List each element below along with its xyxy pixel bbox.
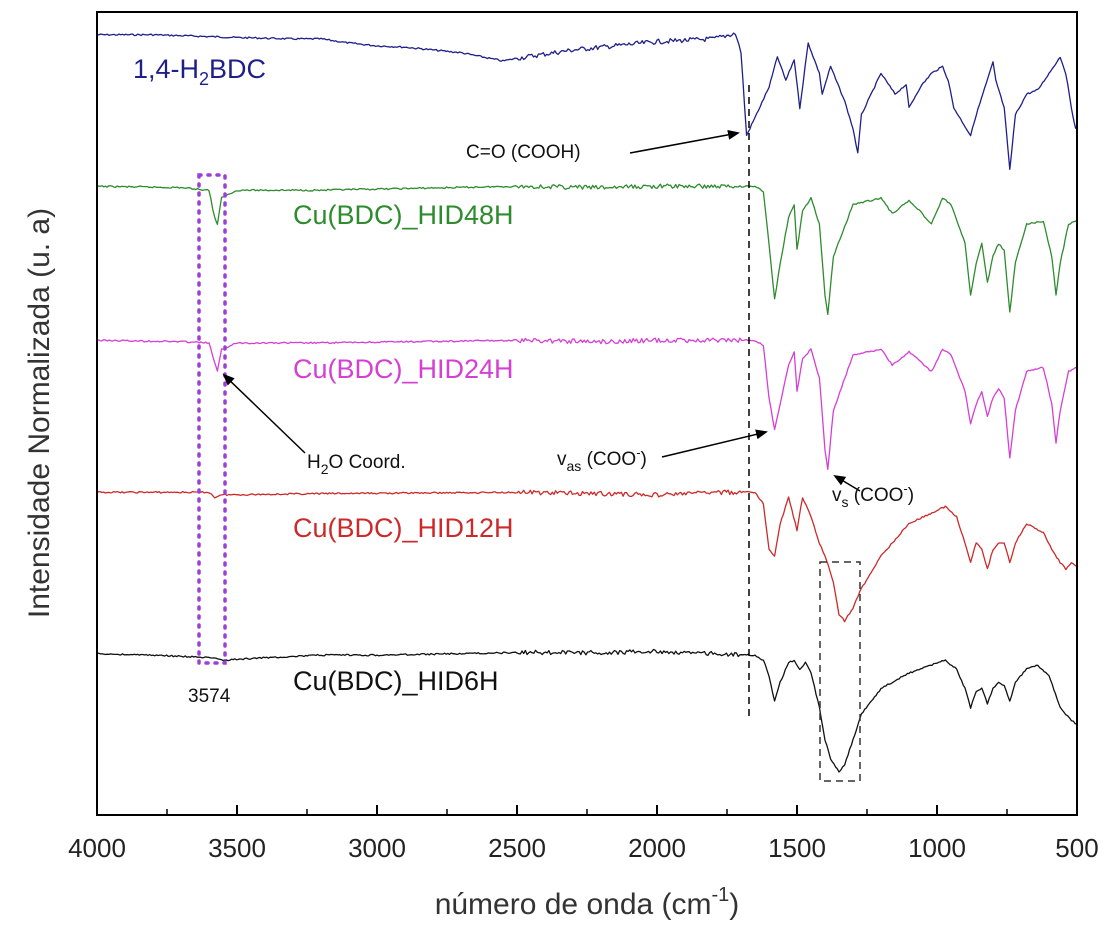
annotation-3574: 3574 [188,686,231,707]
spectrum-line-2 [96,337,1078,470]
series-label-hid12h: Cu(BDC)_HID12H [293,513,514,543]
x-axis-title: número de onda (cm-1) [435,884,740,921]
x-tick-label: 4000 [68,833,126,863]
annotation-h2o-coord: H2O Coord. [307,452,406,477]
x-tick-label: 3500 [208,833,266,863]
spectrum-line-3 [96,489,1078,623]
x-tick-label: 2500 [488,833,546,863]
series-label-hid6h: Cu(BDC)_HID6H [293,666,499,696]
spectrum-line-4 [96,648,1078,773]
x-axis-ticks: 4000 3500 3000 2500 2000 1500 1000 500 [68,805,1099,863]
co-arrow [629,129,740,154]
water-dotted-box [197,173,227,665]
x-tick-label: 500 [1055,833,1098,863]
vas-arrow [661,429,768,458]
series-label-hid48h: Cu(BDC)_HID48H [293,200,514,230]
annotation-vas-coo: vas (COO-) [557,445,647,474]
water-arrow [222,373,306,454]
x-tick-label: 1000 [908,833,966,863]
series-label-h2bdc: 1,4-H2BDC [133,54,266,89]
x-tick-label: 1500 [768,833,826,863]
x-tick-label: 2000 [628,833,686,863]
spectrum-line-1 [96,183,1078,316]
spectra-group [96,32,1078,773]
coo-dashed-box [819,561,861,782]
x-tick-label: 3000 [348,833,406,863]
plot-frame [96,11,1078,816]
series-label-hid24h: Cu(BDC)_HID24H [293,354,514,384]
annotation-vs-coo: vs (COO-) [832,481,914,510]
annotation-co-cooh: C=O (COOH) [466,142,581,163]
y-axis-title: Intensidade Normalizada (u. a) [23,208,56,618]
vs-arrow [833,474,861,492]
spectrum-line-0 [96,32,1078,170]
